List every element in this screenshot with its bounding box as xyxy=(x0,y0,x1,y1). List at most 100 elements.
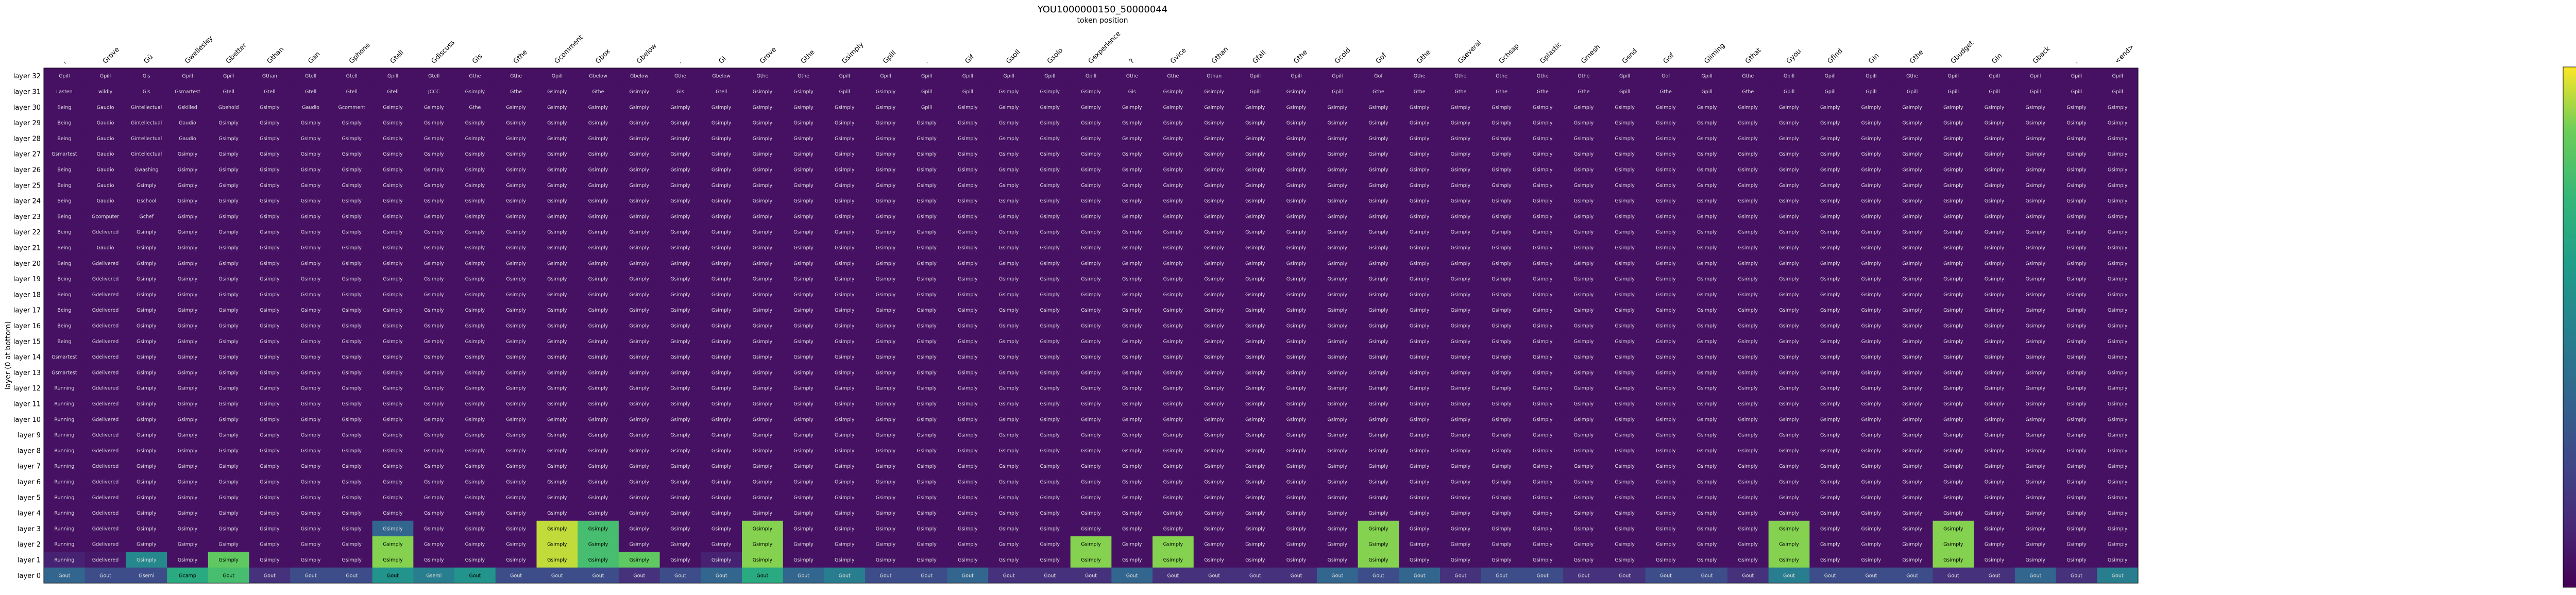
heatmap-cell-label: Gsimply xyxy=(1368,151,1388,157)
heatmap-cell-label: Gsimply xyxy=(999,386,1019,392)
heatmap-cell-label: Gsimply xyxy=(1492,433,1512,438)
heatmap-cell-label: Gsimply xyxy=(1040,495,1060,501)
heatmap-cell xyxy=(783,99,824,115)
heatmap-cell-label: Gsimply xyxy=(1574,417,1594,422)
heatmap-cell xyxy=(2056,146,2097,162)
heatmap-cell-label: Gsimply xyxy=(1410,230,1430,235)
heatmap-cell-label: Being xyxy=(57,230,71,235)
heatmap-cell-label: Gsimply xyxy=(1985,214,2005,219)
heatmap-cell xyxy=(2097,177,2139,193)
heatmap-cell xyxy=(1316,177,1358,193)
heatmap-cell-label: Gsimply xyxy=(1943,105,1963,110)
heatmap-cell-label: Gaudio xyxy=(97,183,114,189)
heatmap-cell-label: Gdelivered xyxy=(92,277,119,282)
heatmap-cell-label: Gsimply xyxy=(917,526,937,532)
heatmap-cell-label: Gsimply xyxy=(711,230,732,235)
heatmap-cell-label: Gsimply xyxy=(547,401,567,407)
heatmap-cell-label: Gsimply xyxy=(1902,151,1922,157)
x-tick-label: Gfall xyxy=(1251,49,1268,65)
heatmap-cell-label: Gsimply xyxy=(1040,464,1060,469)
heatmap-cell-label: Gsimply xyxy=(1081,557,1101,563)
heatmap-cell xyxy=(208,130,249,146)
heatmap-cell-label: Gsimply xyxy=(1738,292,1758,298)
heatmap-cell-label: Gout xyxy=(510,573,522,579)
heatmap-cell-label: Gsimply xyxy=(1615,277,1635,282)
heatmap-cell xyxy=(1563,130,1605,146)
heatmap-cell-label: Running xyxy=(54,401,74,407)
x-tick-label: Gsoll xyxy=(1005,48,1022,65)
heatmap-cell-label: Gsimply xyxy=(876,386,896,392)
heatmap-cell xyxy=(1809,83,1851,99)
heatmap-cell xyxy=(372,208,414,225)
heatmap-cell xyxy=(1974,83,2015,99)
heatmap-cell xyxy=(618,68,660,84)
heatmap-cell-label: Gsimply xyxy=(1656,448,1676,454)
heatmap-cell-label: Gthe xyxy=(1537,89,1549,95)
heatmap-cell-label: Gsimply xyxy=(1943,136,1963,142)
heatmap-cell-label: Gsimply xyxy=(1656,386,1676,392)
heatmap-cell xyxy=(1522,99,1564,115)
heatmap-cell-label: Gsimply xyxy=(793,292,814,298)
heatmap-cell-label: Gdelivered xyxy=(92,557,119,563)
heatmap-cell xyxy=(249,114,291,131)
heatmap-cell-label: Gsimply xyxy=(793,480,814,485)
heatmap-cell-label: Gsimply xyxy=(1615,183,1635,189)
heatmap-cell-label: Gsimply xyxy=(1861,292,1882,298)
heatmap-cell xyxy=(372,146,414,162)
heatmap-cell-label: Gsimply xyxy=(1943,354,1963,360)
heatmap-cell-label: Gsimply xyxy=(137,339,157,345)
heatmap-cell-label: Gsimply xyxy=(793,542,814,548)
heatmap-cell-label: Gsimply xyxy=(1327,292,1347,298)
heatmap-cell-label: Gintellectual xyxy=(131,151,162,157)
heatmap-cell xyxy=(1604,114,1646,131)
heatmap-cell-label: Gsimply xyxy=(1820,151,1840,157)
heatmap-cell-label: Gsimply xyxy=(301,542,321,548)
heatmap-cell-label: Gsimply xyxy=(1040,417,1060,422)
heatmap-cell-label: Gsimply xyxy=(1122,354,1142,360)
heatmap-cell-label: Gsimply xyxy=(2108,183,2128,189)
heatmap-cell xyxy=(865,99,907,115)
heatmap-cell-label: Gsimply xyxy=(424,511,444,516)
heatmap-cell-label: Gsimply xyxy=(178,354,198,360)
heatmap-cell-label: Gsimply xyxy=(1163,198,1183,204)
heatmap-cell-label: Gsimply xyxy=(342,464,362,469)
heatmap-cell-label: Gsimply xyxy=(629,89,649,95)
heatmap-cell xyxy=(578,161,619,178)
heatmap-cell xyxy=(1891,114,1933,131)
heatmap-cell-label: Gsimply xyxy=(1204,448,1224,454)
heatmap-cell-label: Gsimply xyxy=(1286,105,1307,110)
heatmap-cell-label: Gsimply xyxy=(753,105,773,110)
y-tick-label: layer 21 xyxy=(13,244,41,252)
heatmap-cell-label: Gsimply xyxy=(1081,245,1101,251)
heatmap-cell-label: Gsimply xyxy=(1697,370,1717,376)
heatmap-cell-label: Gsimply xyxy=(999,417,1019,422)
heatmap-cell-label: Gsimply xyxy=(1943,495,1963,501)
heatmap-cell-label: Gsimply xyxy=(670,183,690,189)
heatmap-cell-label: Gsimply xyxy=(547,339,567,345)
heatmap-cell-label: Gout xyxy=(1044,573,1056,579)
heatmap-cell-label: Gsimply xyxy=(1697,230,1717,235)
heatmap-cell-label: Gout xyxy=(962,573,974,579)
heatmap-cell-label: Gsimply xyxy=(1697,167,1717,173)
heatmap-cell-label: Gsimply xyxy=(547,89,567,95)
heatmap-cell xyxy=(1727,161,1769,178)
heatmap-cell-label: Gthe xyxy=(1742,89,1754,95)
heatmap-cell-label: Gtell xyxy=(223,89,234,95)
heatmap-cell-label: Gsimply xyxy=(1738,511,1758,516)
heatmap-cell xyxy=(2056,177,2097,193)
heatmap-cell xyxy=(1029,114,1071,131)
heatmap-cell-label: Gsimply xyxy=(1368,105,1388,110)
heatmap-cell-label: Gthe xyxy=(469,105,481,110)
heatmap-cell-label: Gsimply xyxy=(1779,167,1799,173)
heatmap-cell-label: Gsimply xyxy=(1163,121,1183,126)
heatmap-cell-label: Gsimply xyxy=(835,370,855,376)
heatmap-cell-label: Gsimply xyxy=(1533,121,1553,126)
heatmap-cell xyxy=(618,193,660,209)
heatmap-cell-label: Gsimply xyxy=(958,324,978,329)
heatmap-cell-label: Gsimply xyxy=(2025,105,2045,110)
heatmap-cell-label: Gcomputer xyxy=(92,214,119,219)
heatmap-cell-label: Gsimply xyxy=(629,480,649,485)
heatmap-cell-label: Gsimply xyxy=(1451,167,1471,173)
heatmap-cell-label: Gsimply xyxy=(876,557,896,563)
heatmap-cell-label: Gsimply xyxy=(465,464,485,469)
